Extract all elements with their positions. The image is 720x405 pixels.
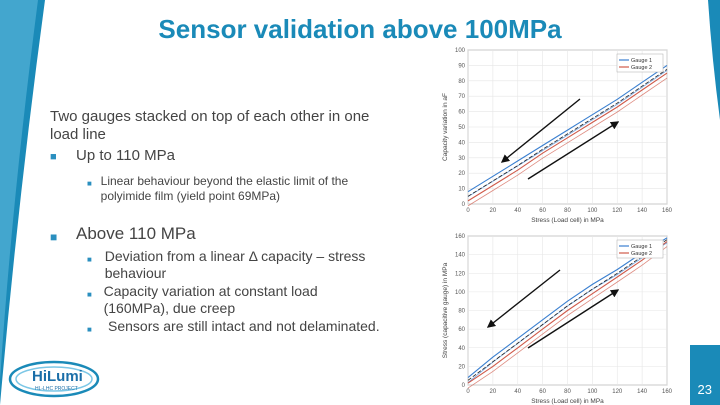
legend-label: Gauge 2 (631, 65, 652, 71)
square-bullet-icon: ■ (87, 255, 92, 264)
y-tick-label: 0 (462, 202, 466, 208)
sub-bullet-creep: ■ Capacity variation at constant load (1… (87, 283, 380, 317)
x-tick-label: 160 (662, 389, 673, 395)
loading-arrow (527, 121, 620, 180)
corner-swoosh-left (0, 0, 45, 405)
x-tick-label: 60 (539, 389, 546, 395)
bullet-up-to-110: ■ Up to 110 MPa (50, 147, 380, 166)
series-line-1 (467, 64, 668, 193)
sub-bullet-intact: ■ Sensors are still intact and not delam… (87, 318, 380, 338)
sub-bullet-deviation: ■ Deviation from a linear Δ capacity – s… (87, 248, 380, 282)
y-tick-label: 0 (462, 383, 466, 389)
x-tick-label: 100 (587, 208, 598, 214)
hilumi-logo: HiLumi HL-LHC PROJECT (8, 360, 100, 398)
y-tick-label: 60 (458, 327, 465, 333)
y-tick-label: 120 (455, 271, 466, 277)
slide-title: Sensor validation above 100MPa (158, 14, 562, 44)
x-tick-label: 60 (539, 208, 546, 214)
y-tick-label: 10 (458, 187, 465, 193)
x-tick-label: 20 (490, 389, 497, 395)
chart-stress-svg: 0 20 40 60 80 100 120 140 160 0 20 40 60 80 100 120 140 1… (442, 234, 673, 405)
legend-label: Gauge 1 (631, 244, 652, 250)
series-line-return-2 (467, 246, 668, 389)
series-line-1 (467, 237, 668, 379)
bullet-text: Up to 110 MPa (76, 147, 175, 164)
y-tick-label: 80 (458, 79, 465, 85)
square-bullet-icon: ■ (87, 325, 92, 334)
square-bullet-icon: ■ (87, 179, 92, 188)
unloading-arrow (500, 98, 581, 163)
legend-label: Gauge 1 (631, 58, 652, 64)
y-tick-label: 70 (458, 94, 465, 100)
y-tick-label: 30 (458, 156, 465, 162)
y-tick-label: 100 (455, 48, 466, 54)
chart-gauge-stress-vs-stress: 0 20 40 60 80 100 120 140 160 0 20 40 60 80 100 120 140 1… (440, 230, 675, 405)
square-bullet-icon: ■ (50, 230, 58, 244)
square-bullet-icon: ■ (87, 290, 92, 299)
y-axis-label: Stress (capacitive gauge) in MPa (442, 262, 449, 358)
y-tick-label: 20 (458, 171, 465, 177)
y-tick-label: 80 (458, 309, 465, 315)
y-tick-label: 40 (458, 346, 465, 352)
page-number: 23 (697, 382, 712, 397)
bullet-text: Above 110 MPa (76, 224, 196, 243)
x-tick-label: 40 (514, 389, 521, 395)
x-axis-label: Stress (Load cell) in MPa (531, 398, 604, 405)
y-tick-label: 100 (455, 290, 466, 296)
sub-bullet-text: Sensors are still intact and not delamin… (108, 318, 380, 334)
unloading-arrow (486, 269, 561, 328)
chart-capacity-vs-stress: 0 20 40 60 80 100 120 140 160 0 10 20 30 40 50 60 70 80 90… (440, 44, 675, 224)
x-tick-label: 80 (564, 389, 571, 395)
bullet-above-110: ■ Above 110 MPa (50, 224, 380, 247)
sub-bullet-text: Linear behaviour beyond the elastic limi… (100, 174, 349, 203)
y-axis-label: Capacity variation in aF (442, 93, 449, 161)
intro-text: Two gauges stacked on top of each other … (50, 108, 370, 143)
sub-bullet-text: Deviation from a linear Δ capacity – str… (104, 248, 366, 281)
loading-arrow (527, 289, 620, 349)
series-line-2 (467, 72, 668, 202)
series-line-return-1 (467, 242, 668, 383)
slide-body: Two gauges stacked on top of each other … (50, 108, 380, 338)
y-tick-label: 60 (458, 110, 465, 116)
x-tick-label: 160 (662, 208, 673, 214)
y-tick-label: 90 (458, 63, 465, 69)
logo-subtitle: HL-LHC PROJECT (35, 386, 78, 392)
x-tick-label: 140 (637, 208, 648, 214)
x-tick-label: 100 (587, 389, 598, 395)
sub-bullet-text: Capacity variation at constant load (160… (103, 283, 318, 316)
square-bullet-icon: ■ (50, 151, 57, 163)
linear-fit-line (467, 68, 668, 197)
corner-swoosh-right (708, 0, 720, 120)
y-tick-label: 140 (455, 253, 466, 259)
y-tick-label: 50 (458, 125, 465, 131)
page-number-background (690, 345, 720, 405)
series-line-2 (467, 241, 668, 384)
x-axis-label: Stress (Load cell) in MPa (531, 217, 604, 224)
legend-label: Gauge 2 (631, 251, 652, 257)
y-tick-label: 40 (458, 140, 465, 146)
logo-name: HiLumi (32, 368, 83, 385)
x-tick-label: 40 (514, 208, 521, 214)
sub-bullet-linear: ■ Linear behaviour beyond the elastic li… (87, 174, 380, 204)
y-tick-label: 160 (455, 234, 466, 240)
x-tick-label: 20 (490, 208, 497, 214)
series-line-return-2 (467, 77, 668, 207)
x-tick-label: 120 (612, 389, 623, 395)
x-tick-label: 140 (637, 389, 648, 395)
y-tick-label: 20 (458, 364, 465, 370)
x-tick-label: 80 (564, 208, 571, 214)
x-tick-label: 120 (612, 208, 623, 214)
chart-capacity-svg: 0 20 40 60 80 100 120 140 160 0 10 20 30 40 50 60 70 80 90… (442, 48, 673, 224)
x-tick-label: 0 (466, 208, 470, 214)
x-tick-label: 0 (466, 389, 470, 395)
